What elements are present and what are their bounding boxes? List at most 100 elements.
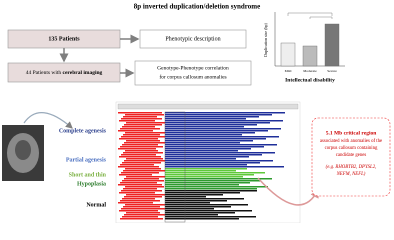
cnv-segment: [165, 160, 273, 162]
cnv-segment: [165, 118, 246, 120]
cnv-segment: [118, 166, 159, 168]
text: cerebral imaging: [63, 70, 103, 76]
cnv-segment: [165, 164, 247, 166]
cnv-segment: [119, 156, 161, 158]
cnv-segment: [165, 150, 238, 152]
callout-box: [311, 117, 391, 197]
cnv-segment: [165, 182, 250, 184]
cnv-segment: [165, 186, 268, 188]
box-text: for corpus callosum anomalies: [159, 73, 226, 80]
box: [134, 60, 252, 86]
cnv-rows: [118, 112, 285, 220]
cnv-segment: [124, 214, 165, 216]
cnv-segment: [124, 196, 162, 198]
cnv-segment: [125, 150, 158, 152]
group-label: Partial agenesis: [66, 157, 107, 163]
bar: [324, 23, 340, 67]
cnv-segment: [119, 138, 158, 140]
cnv-segment: [121, 118, 162, 120]
cnv-segment: [165, 130, 268, 132]
cnv-segment: [165, 218, 239, 220]
cnv-segment: [121, 154, 156, 156]
cnv-segment: [165, 178, 272, 180]
title: 8p inverted duplication/deletion syndrom…: [134, 3, 260, 11]
cnv-segment: [165, 122, 270, 124]
brain-shape: [15, 140, 31, 160]
critical-region: [164, 111, 186, 223]
cnv-segment: [165, 196, 206, 198]
group-label: Complete agenesis: [59, 128, 107, 134]
arrow: [257, 177, 319, 206]
cnv-segment: [122, 126, 155, 128]
cnv-segment: [165, 204, 248, 206]
cnv-segment: [126, 140, 160, 142]
group-label: Short and thin: [69, 172, 107, 178]
cnv-segment: [165, 136, 279, 138]
cnv-segment: [165, 174, 254, 176]
cnv-segment: [122, 162, 161, 164]
cnv-segment: [165, 124, 257, 126]
cnv-segment: [165, 132, 255, 134]
cnv-segment: [124, 178, 159, 180]
cnv-segment: [122, 216, 158, 218]
cnv-segment: [126, 158, 163, 160]
cnv-segment: [123, 170, 166, 172]
cnv-segment: [121, 208, 165, 210]
cnv-segment: [126, 194, 169, 196]
cnv-segment: [165, 148, 251, 150]
bracket: [287, 12, 333, 19]
cnv-segment: [165, 140, 253, 142]
cnv-segment: [120, 146, 163, 148]
cnv-segment: [123, 152, 163, 154]
cnv-segment: [165, 192, 240, 194]
cnv-segment: [165, 168, 247, 170]
arrow: [23, 112, 73, 129]
y-label: Duplication size (bp): [263, 22, 268, 56]
cnv-segment: [118, 148, 156, 150]
cnv-segment: [123, 116, 157, 118]
box-text: 44 Patients with cerebral imaging: [26, 70, 103, 76]
callout-text: candidate genes: [336, 153, 367, 158]
bar: [302, 45, 318, 67]
cnv-segment: [165, 166, 284, 168]
cnv-segment: [123, 134, 160, 136]
cnv-segment: [165, 180, 261, 182]
group-label: Hypoplasia: [77, 181, 106, 187]
cnv-segment: [125, 132, 167, 134]
x-tick-label: Mild: [285, 69, 292, 73]
cnv-segment: [120, 200, 160, 202]
cnv-segment: [165, 116, 259, 118]
cnv-segment: [165, 200, 227, 202]
cnv-segment: [125, 168, 161, 170]
callout-text: corpus callosum containing: [325, 146, 378, 151]
box-text: Phenotypic description: [165, 36, 220, 42]
cnv-segment: [165, 212, 235, 214]
cnv-segment: [165, 162, 260, 164]
cnv-segment: [126, 176, 166, 178]
cnv-segment: [123, 188, 157, 190]
cnv-segment: [165, 146, 264, 148]
cnv-segment: [125, 204, 167, 206]
cnv-segment: [122, 198, 155, 200]
cnv-segment: [126, 212, 160, 214]
cnv-segment: [165, 128, 281, 130]
cnv-segment: [125, 186, 164, 188]
cnv-segment: [123, 206, 160, 208]
cnv-segment: [122, 180, 164, 182]
cnv-segment: [120, 182, 157, 184]
callout-text: NEFM, NEFL): [336, 172, 366, 177]
callout-text: (e.g. RHOBTB2, DPYSL2,: [326, 165, 377, 170]
box-text: Genotype-Phenotype correlation: [157, 65, 229, 71]
cnv-segment: [165, 170, 236, 172]
cnv-segment: [121, 190, 162, 192]
cnv-segment: [165, 142, 240, 144]
cnv-segment: [120, 128, 160, 130]
callout-text: associated with anomalies of the: [320, 139, 382, 144]
cnv-segment: [165, 158, 236, 160]
cnv-segment: [165, 210, 252, 212]
mini-chart: Duplication size (bp) Mild Moderate Seve…: [263, 12, 345, 83]
cnv-segment: [165, 194, 223, 196]
cnv-segment: [121, 136, 165, 138]
cnv-segment: [122, 144, 158, 146]
cnv-segment: [165, 198, 244, 200]
